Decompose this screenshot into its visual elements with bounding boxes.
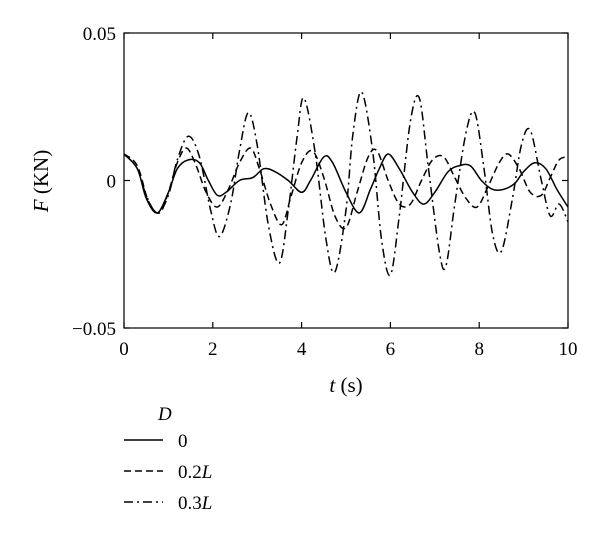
x-axis-unit: (s) (335, 373, 362, 397)
series-layer (123, 91, 569, 277)
legend-label-1: 0 (178, 431, 188, 452)
plot-area (123, 32, 569, 329)
y-axis-unit: (KN) (29, 150, 53, 200)
series-line-1 (123, 153, 569, 214)
y-axis-label: F (KN) (29, 150, 53, 213)
x-axis-variable: t (329, 373, 336, 397)
x-axis-label: t (s) (329, 373, 362, 397)
axis-ticks (123, 32, 569, 329)
x-tick-label: 6 (386, 339, 396, 360)
legend-label-2: 0.2L (178, 462, 212, 483)
legend-title: D (157, 404, 172, 425)
series-line-3 (123, 91, 569, 277)
y-tick-label: −0.05 (72, 319, 116, 340)
y-tick-label: 0.05 (83, 24, 116, 45)
legend-label-3: 0.3L (178, 493, 212, 514)
x-tick-label: 4 (297, 339, 307, 360)
x-tick-label: 8 (474, 339, 484, 360)
plot-border (123, 32, 569, 329)
x-tick-label: 10 (559, 339, 578, 360)
legend: D 0 0.2L 0.3L (124, 404, 212, 514)
y-axis-variable: F (29, 199, 53, 213)
y-tick-label: 0 (107, 172, 117, 193)
x-tick-label: 0 (119, 339, 129, 360)
x-tick-label: 2 (208, 339, 218, 360)
